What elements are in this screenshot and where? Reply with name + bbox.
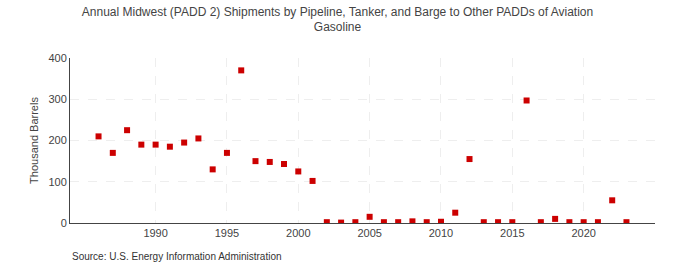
- svg-text:400: 400: [48, 52, 66, 64]
- svg-text:1990: 1990: [143, 227, 167, 239]
- svg-text:300: 300: [48, 93, 66, 105]
- svg-text:200: 200: [48, 134, 66, 146]
- svg-text:1995: 1995: [215, 227, 239, 239]
- svg-text:Annual Midwest (PADD 2) Shipme: Annual Midwest (PADD 2) Shipments by Pip…: [82, 5, 593, 35]
- svg-text:2000: 2000: [286, 227, 310, 239]
- svg-text:2020: 2020: [571, 227, 595, 239]
- svg-text:Source: U.S. Energy Informatio: Source: U.S. Energy Information Administ…: [72, 251, 282, 262]
- svg-text:2015: 2015: [500, 227, 524, 239]
- svg-text:Thousand Barrels: Thousand Barrels: [28, 97, 40, 184]
- svg-text:100: 100: [48, 176, 66, 188]
- svg-text:0: 0: [61, 217, 67, 229]
- svg-text:2010: 2010: [429, 227, 453, 239]
- svg-text:2005: 2005: [357, 227, 381, 239]
